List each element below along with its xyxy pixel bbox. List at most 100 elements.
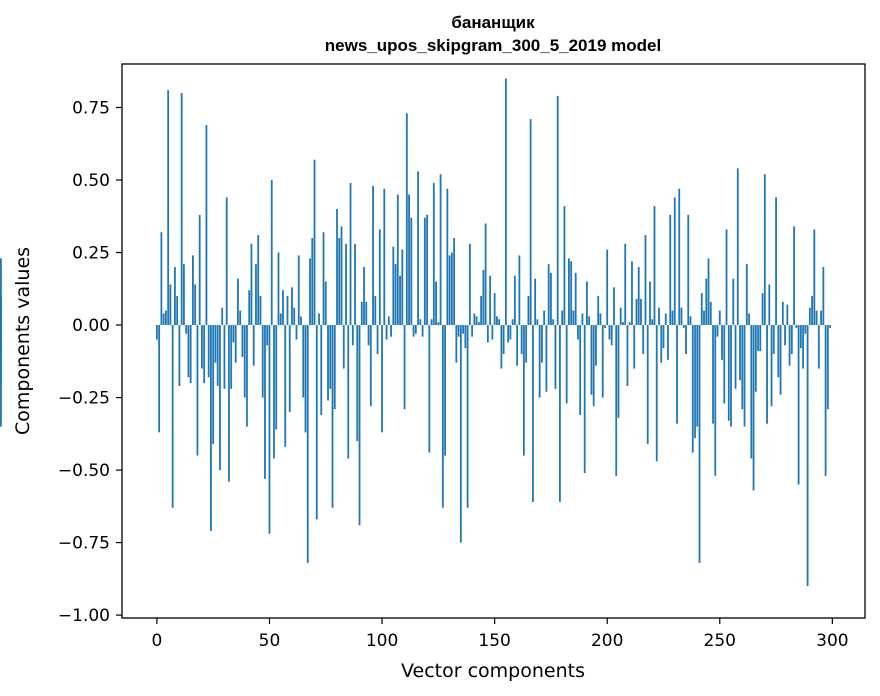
bar <box>376 325 379 355</box>
bar <box>622 322 624 326</box>
x-tick-label: 250 <box>704 631 736 651</box>
bar <box>390 325 392 337</box>
chart-title: бананщик <box>451 13 535 32</box>
bar <box>201 325 203 369</box>
bar <box>426 214 428 326</box>
bar <box>759 325 762 352</box>
bar <box>239 310 242 326</box>
bar <box>268 325 271 534</box>
bar <box>534 278 537 326</box>
bar <box>649 281 651 326</box>
bar <box>423 217 426 326</box>
bar <box>291 287 293 326</box>
bar <box>721 325 723 360</box>
bar <box>349 182 352 326</box>
bar <box>198 214 201 326</box>
bar <box>412 325 415 337</box>
bar <box>676 325 678 424</box>
bar <box>302 325 305 398</box>
bar <box>432 182 435 326</box>
bar <box>304 325 307 433</box>
y-tick-label: 0.75 <box>72 99 110 119</box>
bar <box>705 278 708 326</box>
bar <box>165 310 167 326</box>
bar <box>671 310 674 326</box>
bar <box>628 322 631 326</box>
bar <box>680 307 683 326</box>
bar <box>691 325 694 453</box>
bar <box>703 310 705 326</box>
bar <box>232 325 235 343</box>
bar <box>237 278 239 326</box>
x-tick-label: 100 <box>366 631 398 651</box>
bar <box>372 185 374 326</box>
bar <box>365 301 368 326</box>
bar <box>0 258 2 326</box>
bar <box>448 255 451 326</box>
bar <box>363 267 365 326</box>
bar <box>167 90 170 326</box>
bar <box>273 325 275 459</box>
bar <box>687 214 690 326</box>
bar <box>613 287 615 326</box>
bar <box>387 316 390 326</box>
bar <box>518 255 521 326</box>
bar <box>554 325 557 389</box>
bar <box>669 214 672 326</box>
bar <box>459 325 462 543</box>
bar <box>453 238 455 326</box>
bar <box>577 325 579 340</box>
bar <box>345 243 347 326</box>
bar <box>586 281 588 326</box>
bar <box>507 325 510 343</box>
bar <box>504 78 507 326</box>
bar <box>297 255 300 326</box>
bar <box>714 325 717 476</box>
bar <box>547 264 550 326</box>
bar <box>241 325 244 357</box>
bar <box>383 188 386 326</box>
x-tick-label: 300 <box>816 631 848 651</box>
bar <box>318 313 320 326</box>
bar <box>221 307 224 326</box>
bar <box>527 296 530 326</box>
y-axis-ticks: −1.00 −0.75 −0.50 −0.25 0.00 0.25 0.50 0.75 <box>58 99 122 626</box>
bar <box>698 325 701 563</box>
bar <box>457 325 460 337</box>
bar <box>804 325 807 334</box>
bar <box>811 296 813 326</box>
bar <box>160 232 163 326</box>
bar <box>777 325 780 378</box>
bar <box>640 298 642 326</box>
bar <box>489 275 492 326</box>
bar <box>275 325 278 430</box>
bar <box>583 325 586 473</box>
bar <box>815 310 818 326</box>
bar <box>552 319 555 326</box>
bar <box>279 313 282 326</box>
bar <box>430 319 433 326</box>
bar <box>360 301 363 326</box>
bar <box>572 310 575 326</box>
bar <box>752 325 755 491</box>
bar <box>194 284 197 326</box>
bar <box>324 281 327 326</box>
bar <box>306 325 309 563</box>
x-axis-label: Vector components <box>401 660 585 682</box>
bar <box>712 325 714 424</box>
bar <box>471 325 474 337</box>
bar <box>660 325 663 363</box>
bar <box>637 267 640 326</box>
bar <box>293 307 296 326</box>
bar <box>797 325 800 485</box>
bar <box>257 235 260 326</box>
bar <box>799 325 802 349</box>
bar <box>356 325 359 442</box>
bar <box>772 325 775 355</box>
bar <box>309 258 311 326</box>
bar <box>338 238 341 326</box>
bar <box>565 325 568 404</box>
bar <box>673 197 676 326</box>
bar <box>808 307 811 326</box>
